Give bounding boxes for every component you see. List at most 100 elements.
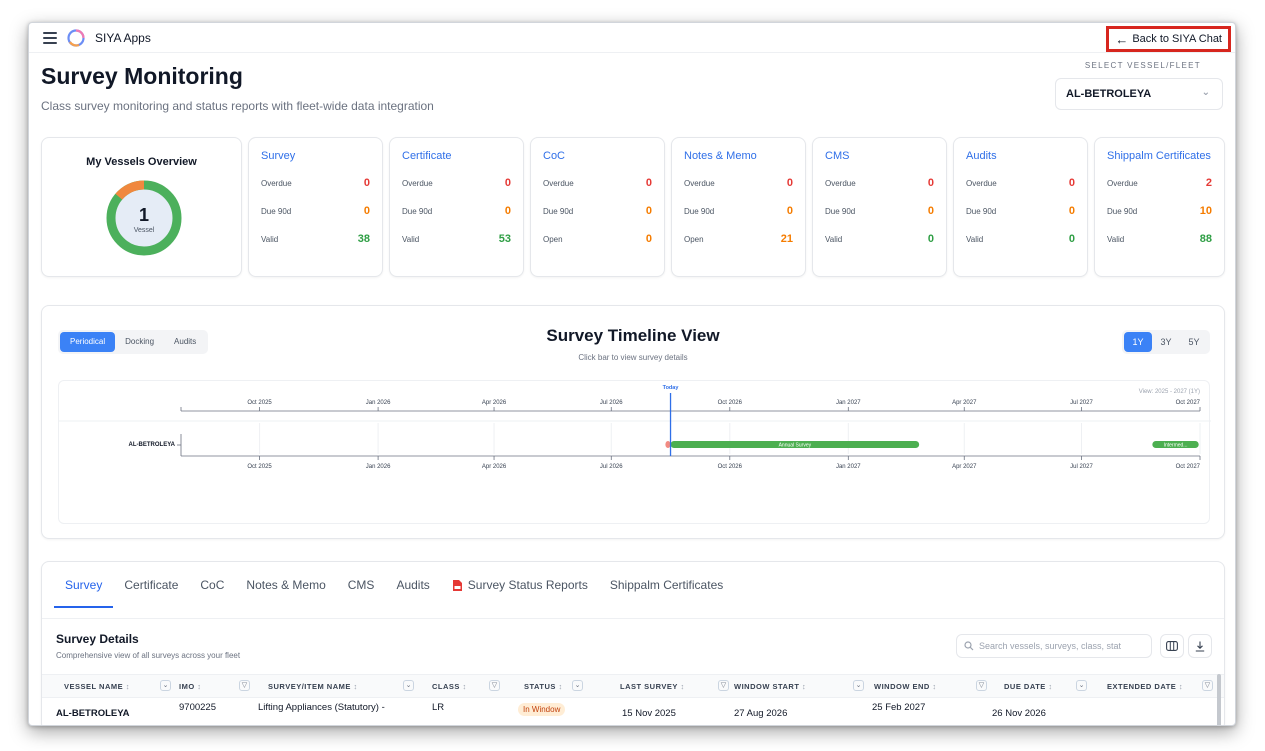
survey-bar-intermed[interactable] xyxy=(1152,441,1199,448)
tab-coc[interactable]: CoC xyxy=(189,562,235,608)
table-cell-window-end: 25 Feb 2027 xyxy=(872,702,926,713)
chevron-down-icon[interactable]: ⌄ xyxy=(160,680,171,691)
stat-row-open: Open 21 xyxy=(684,232,793,246)
back-button-label: Back to SIYA Chat xyxy=(1132,33,1222,45)
chevron-down-icon[interactable]: ⌄ xyxy=(853,680,864,691)
tab-survey[interactable]: Survey xyxy=(54,562,114,608)
mode-tab-audits[interactable]: Audits xyxy=(174,337,197,346)
timeline-subtitle: Click bar to view survey details xyxy=(578,353,688,362)
stat-value: 0 xyxy=(363,177,370,189)
table-cell-due-date: 26 Nov 2026 xyxy=(992,708,1046,719)
stat-value: 38 xyxy=(357,233,370,245)
top-tick-label: Jul 2027 xyxy=(1070,400,1093,406)
page-title: Survey Monitoring xyxy=(41,63,243,89)
back-to-chat-button[interactable]: ← Back to SIYA Chat xyxy=(1106,26,1231,52)
range-tab-3y[interactable]: 3Y xyxy=(1160,337,1172,347)
stat-value: 0 xyxy=(363,205,370,217)
stat-label: Overdue xyxy=(543,178,574,188)
stat-value: 88 xyxy=(1199,233,1212,245)
stat-label: Due 90d xyxy=(543,206,574,216)
tab-audits[interactable]: Audits xyxy=(385,562,440,608)
stat-row-valid: Valid 0 xyxy=(825,232,934,246)
filter-icon[interactable]: ▽ xyxy=(1202,680,1213,691)
tab-notes-memo[interactable]: Notes & Memo xyxy=(235,562,336,608)
survey-bar-overdue[interactable] xyxy=(665,441,671,448)
column-header-imo[interactable]: IMO ↕ xyxy=(179,682,202,691)
stat-value: 0 xyxy=(645,205,652,217)
mode-tab-docking[interactable]: Docking xyxy=(125,337,155,346)
stat-label: Valid xyxy=(825,234,843,244)
column-header-extended-date[interactable]: EXTENDED DATE ↕ xyxy=(1107,682,1183,691)
column-header-survey-item-name[interactable]: SURVEY/ITEM NAME ↕ xyxy=(268,682,358,691)
column-header-vessel-name[interactable]: VESSEL NAME ↕ xyxy=(64,682,130,691)
overview-title: My Vessels Overview xyxy=(86,156,197,168)
table-cell-imo: 9700225 xyxy=(179,702,216,713)
stat-value: 0 xyxy=(504,177,511,189)
stat-card-coc[interactable]: CoC Overdue 0 Due 90d 0 Open 0 xyxy=(530,137,665,277)
vessel-fleet-select[interactable]: AL-BETROLEYA ⌄ xyxy=(1055,78,1223,110)
column-header-window-start[interactable]: WINDOW START ↕ xyxy=(734,682,806,691)
stat-card-audits[interactable]: Audits Overdue 0 Due 90d 0 Valid 0 xyxy=(953,137,1088,277)
download-button[interactable] xyxy=(1188,634,1212,658)
column-header-label: DUE DATE xyxy=(1004,682,1046,691)
tab-shippalm-certificates[interactable]: Shippalm Certificates xyxy=(599,562,734,608)
tab-cms[interactable]: CMS xyxy=(337,562,386,608)
hamburger-menu-icon[interactable] xyxy=(43,32,57,44)
tab-survey-status-reports[interactable]: Survey Status Reports xyxy=(441,562,599,608)
stat-value: 0 xyxy=(1068,205,1075,217)
search-input[interactable]: Search vessels, surveys, class, stat xyxy=(956,634,1152,658)
filter-icon[interactable]: ▽ xyxy=(489,680,500,691)
stat-card-survey[interactable]: Survey Overdue 0 Due 90d 0 Valid 38 xyxy=(248,137,383,277)
column-header-class[interactable]: CLASS ↕ xyxy=(432,682,467,691)
stat-label: Overdue xyxy=(684,178,715,188)
survey-bar-label: Intermed... xyxy=(1164,443,1188,449)
bottom-tick-label: Jul 2026 xyxy=(600,464,623,470)
stat-card-title: Shippalm Certificates xyxy=(1107,150,1211,162)
stat-card-cms[interactable]: CMS Overdue 0 Due 90d 0 Valid 0 xyxy=(812,137,947,277)
sort-icon: ↕ xyxy=(555,682,563,691)
filter-icon[interactable]: ▽ xyxy=(239,680,250,691)
bottom-tick-label: Apr 2026 xyxy=(482,464,507,470)
vessel-select-label: SELECT VESSEL/FLEET xyxy=(1084,61,1201,70)
table-cell-window-start: 27 Aug 2026 xyxy=(734,708,788,719)
bottom-tick-label: Oct 2026 xyxy=(718,464,743,470)
range-tab-5y[interactable]: 5Y xyxy=(1188,337,1200,347)
column-header-status[interactable]: STATUS ↕ xyxy=(524,682,563,691)
bottom-tick-label: Jan 2027 xyxy=(836,464,861,470)
stat-card-shippalm-certificates[interactable]: Shippalm Certificates Overdue 2 Due 90d 10 Va… xyxy=(1094,137,1225,277)
timeline-chart: View: 2025 - 2027 (1Y) Oct 2025 Oct 2025 Ja… xyxy=(59,385,1211,470)
stat-value: 0 xyxy=(786,177,793,189)
timeline-title: Survey Timeline View xyxy=(546,326,720,345)
stat-value: 0 xyxy=(1068,177,1075,189)
stat-label: Due 90d xyxy=(1107,206,1138,216)
columns-button[interactable] xyxy=(1160,634,1184,658)
stat-card-notes-memo[interactable]: Notes & Memo Overdue 0 Due 90d 0 Open 21 xyxy=(671,137,806,277)
top-tick-label: Oct 2026 xyxy=(718,400,743,406)
chevron-down-icon[interactable]: ⌄ xyxy=(572,680,583,691)
tab-certificate[interactable]: Certificate xyxy=(113,562,189,608)
stat-row-overdue: Overdue 0 xyxy=(402,176,511,190)
details-title: Survey Details xyxy=(56,632,139,646)
column-header-window-end[interactable]: WINDOW END ↕ xyxy=(874,682,937,691)
stat-card-certificate[interactable]: Certificate Overdue 0 Due 90d 0 Valid 53 xyxy=(389,137,524,277)
chevron-down-icon[interactable]: ⌄ xyxy=(1076,680,1087,691)
table-cell-status: In Window xyxy=(518,703,566,716)
tab-label: Notes & Memo xyxy=(246,578,326,592)
stat-card-title: Survey xyxy=(261,150,296,162)
table-cell-class: LR xyxy=(432,702,445,713)
pdf-icon xyxy=(452,579,462,591)
filter-icon[interactable]: ▽ xyxy=(976,680,987,691)
mode-tab-periodical[interactable]: Periodical xyxy=(60,332,116,352)
table-scrollbar[interactable] xyxy=(1217,674,1221,725)
column-header-due-date[interactable]: DUE DATE ↕ xyxy=(1004,682,1053,691)
column-header-last-survey[interactable]: LAST SURVEY ↕ xyxy=(620,682,685,691)
chevron-down-icon[interactable]: ⌄ xyxy=(403,680,414,691)
sort-icon: ↕ xyxy=(677,682,685,691)
survey-bar-annual-survey[interactable] xyxy=(670,441,920,448)
stat-label: Due 90d xyxy=(402,206,433,216)
timeline-vessel-label: AL-BETROLEYA xyxy=(129,442,176,448)
sort-icon: ↕ xyxy=(1176,682,1184,691)
range-tab-1y[interactable]: 1Y xyxy=(1124,332,1152,352)
filter-icon[interactable]: ▽ xyxy=(718,680,729,691)
column-header-label: WINDOW START xyxy=(734,682,800,691)
